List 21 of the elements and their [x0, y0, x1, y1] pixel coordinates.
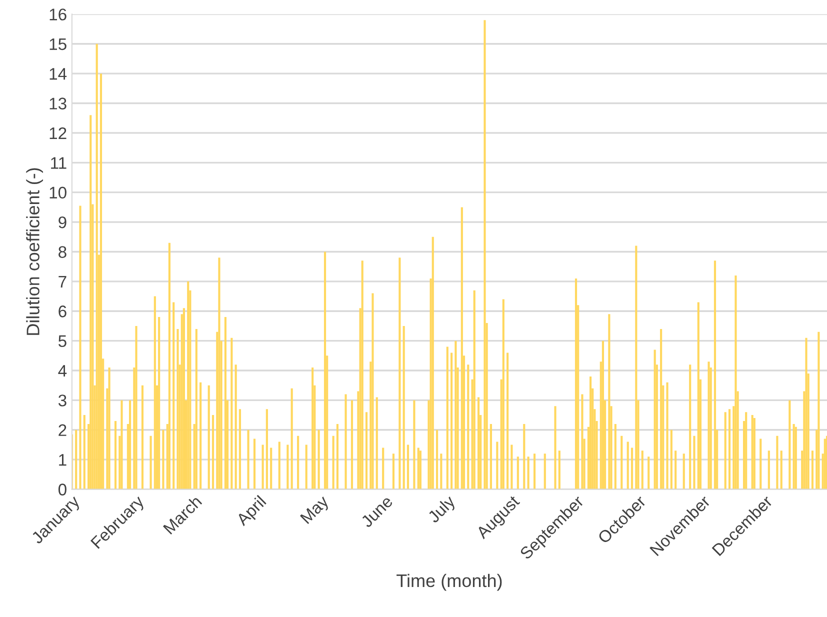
- y-tick-label: 9: [58, 216, 66, 228]
- y-tick-label: 7: [58, 276, 66, 288]
- y-tick-label: 15: [50, 38, 66, 50]
- x-axis-title: Time (month): [396, 574, 502, 591]
- y-tick-label: 2: [58, 424, 66, 436]
- y-tick-label: 13: [50, 98, 66, 110]
- y-tick-label: 11: [51, 157, 66, 169]
- y-tick-label: 8: [58, 246, 66, 258]
- x-tick-label: July: [426, 494, 458, 526]
- x-tick-label: May: [300, 494, 332, 526]
- y-tick-label: 16: [50, 8, 66, 20]
- y-axis-title: Dilution coefficient (-): [26, 168, 43, 335]
- y-tick-label: 5: [58, 335, 66, 348]
- y-tick-label: 6: [58, 306, 66, 318]
- y-tick-label: 12: [50, 127, 66, 140]
- y-tick-label: 10: [50, 186, 66, 199]
- y-tick-label: 0: [58, 484, 66, 496]
- y-tick-label: 14: [50, 68, 67, 80]
- y-tick-label: 4: [58, 365, 67, 377]
- y-tick-label: 1: [59, 454, 66, 466]
- y-tick-label: 3: [58, 394, 66, 406]
